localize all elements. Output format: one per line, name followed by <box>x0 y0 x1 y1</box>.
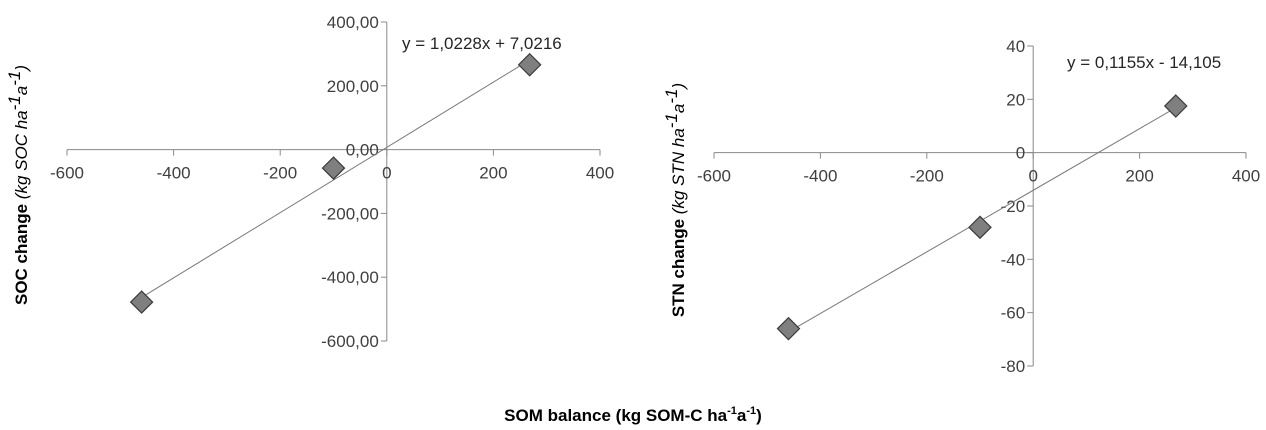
y-tick-label: 0,00 <box>346 141 379 160</box>
y-axis-label: SOC change (kg SOC ha-1a-1) <box>5 65 31 305</box>
x-tick-label: 400 <box>586 164 614 183</box>
x-tick-label: -600 <box>697 167 731 186</box>
y-tick-label: -60 <box>1001 304 1026 323</box>
x-tick-label: 0 <box>1028 167 1037 186</box>
data-point <box>776 316 801 341</box>
x-tick-label: -600 <box>50 164 84 183</box>
y-axis-label: STN change (kg STN ha-1a-1) <box>662 83 688 317</box>
x-tick-label: 200 <box>1125 167 1153 186</box>
x-axis-label: SOM balance (kg SOM-C ha-1a-1) <box>504 405 762 425</box>
data-point <box>321 156 346 180</box>
x-tick-label: 0 <box>382 164 391 183</box>
x-tick-label: -200 <box>263 164 297 183</box>
y-tick-label: 0 <box>1016 144 1025 163</box>
x-tick-label: -400 <box>803 167 837 186</box>
x-tick-label: -400 <box>157 164 191 183</box>
data-point <box>517 52 542 77</box>
y-tick-label: 20 <box>1006 90 1025 109</box>
y-tick-label: -600,00 <box>321 332 379 351</box>
y-tick-label: -80 <box>1001 357 1026 376</box>
y-tick-label: -40 <box>1001 250 1026 269</box>
y-tick-label: 40 <box>1006 37 1025 56</box>
x-tick-label: -200 <box>910 167 944 186</box>
data-point <box>968 215 992 240</box>
trendline-equation: y = 0,1155x - 14,105 <box>1067 53 1221 72</box>
y-tick-label: 200,00 <box>327 77 379 96</box>
y-tick-label: -20 <box>1001 197 1026 216</box>
y-tick-label: -200,00 <box>321 204 379 223</box>
soc-change-chart: -600 -400 -200 0 200 400 400,00 200,00 0,00 -200,… <box>5 13 614 351</box>
x-tick-label: 200 <box>479 164 507 183</box>
trendline-equation: y = 1,0228x + 7,0216 <box>402 34 562 53</box>
y-tick-label: -400,00 <box>321 268 379 287</box>
y-tick-label: 400,00 <box>327 13 379 32</box>
x-tick-label: 400 <box>1232 167 1260 186</box>
trendline <box>141 59 530 298</box>
data-point <box>129 290 154 314</box>
data-point <box>1163 94 1188 118</box>
